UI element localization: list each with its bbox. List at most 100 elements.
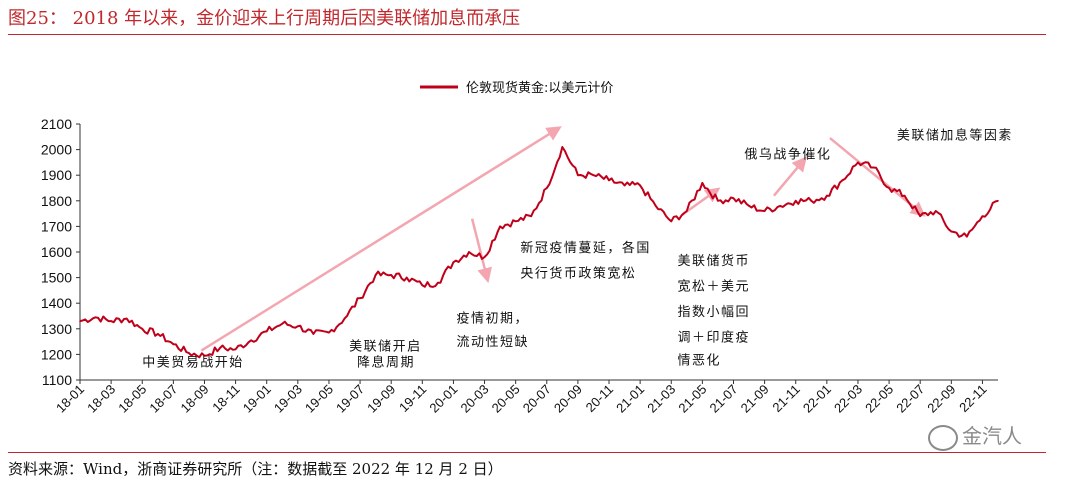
x-tick-label: 21-07 xyxy=(706,382,740,416)
annotation-text: 情恶化 xyxy=(677,354,721,369)
data-point xyxy=(141,328,144,330)
watermark: 金汽人 xyxy=(928,420,1022,451)
annotation-text: 流动性短缺 xyxy=(457,335,530,350)
data-point xyxy=(654,205,657,207)
data-point xyxy=(203,354,206,357)
data-point xyxy=(374,274,377,276)
y-tick-label: 1800 xyxy=(41,193,72,209)
data-point xyxy=(950,230,953,233)
data-point xyxy=(328,331,330,334)
data-point xyxy=(94,316,97,319)
x-tick-label: 20-07 xyxy=(520,382,554,416)
x-tick-label: 18-09 xyxy=(177,382,211,416)
annotation-text: 指数小幅回 xyxy=(677,305,750,320)
x-tick-label: 19-01 xyxy=(240,382,274,416)
x-tick-label: 21-05 xyxy=(675,382,709,416)
x-tick-label: 22-01 xyxy=(800,382,834,416)
data-point xyxy=(390,274,392,276)
x-tick-label: 20-05 xyxy=(489,382,523,416)
x-tick-label: 22-03 xyxy=(831,382,865,416)
data-point xyxy=(359,297,361,299)
watermark-text: 金汽人 xyxy=(962,424,1022,448)
legend-label: 伦敦现货黄金:以美元计价 xyxy=(466,80,613,96)
y-tick-label: 1100 xyxy=(42,372,72,388)
y-tick-label: 1700 xyxy=(41,218,72,234)
wechat-icon xyxy=(928,424,958,451)
annotation-text: 疫情初期， xyxy=(457,310,530,326)
series-line xyxy=(79,146,999,359)
data-point xyxy=(281,322,284,325)
data-point xyxy=(732,197,735,200)
annotation-text: 降息周期 xyxy=(357,354,415,370)
data-point xyxy=(592,174,595,176)
data-point xyxy=(79,320,81,322)
annotation-text: 美联储货币 xyxy=(677,253,750,269)
data-point xyxy=(405,276,408,279)
x-tick-label: 19-03 xyxy=(271,382,305,416)
data-point xyxy=(110,320,112,322)
y-tick-label: 1900 xyxy=(41,167,72,183)
y-tick-label: 1200 xyxy=(41,346,72,362)
figure-title: 图25： 2018 年以来，金价迎来上行周期后因美联储加息而承压 xyxy=(8,8,521,29)
title-divider xyxy=(8,34,1046,35)
data-point xyxy=(483,256,486,258)
data-point xyxy=(421,284,424,287)
data-point xyxy=(172,343,175,345)
x-tick-label: 20-01 xyxy=(426,382,460,416)
source-note: 资料来源：Wind，浙商证券研究所（注：数据截至 2022 年 12 月 2 日… xyxy=(8,460,503,478)
x-tick-label: 19-05 xyxy=(302,382,336,416)
y-tick-label: 1500 xyxy=(41,270,72,286)
annotation-text: 调＋印度疫 xyxy=(677,330,750,346)
x-tick-label: 21-11 xyxy=(769,382,802,415)
data-point xyxy=(188,352,190,354)
y-tick-label: 1300 xyxy=(41,321,72,337)
data-point xyxy=(312,333,315,335)
data-point xyxy=(748,205,750,207)
x-tick-label: 20-11 xyxy=(583,382,616,415)
annotation-text: 央行货币政策宽松 xyxy=(520,266,636,282)
data-point xyxy=(468,251,470,253)
data-point xyxy=(219,347,221,349)
x-tick-label: 18-07 xyxy=(146,382,180,416)
data-point xyxy=(343,317,346,320)
trend-arrow xyxy=(200,126,562,352)
x-tick-label: 22-05 xyxy=(862,382,896,416)
data-point xyxy=(577,174,579,176)
data-point xyxy=(608,179,610,182)
x-tick-label: 20-09 xyxy=(551,382,585,416)
x-tick-label: 18-03 xyxy=(84,382,118,416)
data-point xyxy=(826,194,828,197)
data-point xyxy=(670,220,673,223)
annotation-text: 美联储加息等因素 xyxy=(897,127,1013,143)
data-point xyxy=(125,317,128,320)
annotation-text: 俄乌战争催化 xyxy=(744,147,831,163)
data-point xyxy=(934,210,937,212)
annotation-text: 中美贸易战开始 xyxy=(142,355,244,370)
data-point xyxy=(639,184,641,187)
x-tick-label: 22-11 xyxy=(956,382,989,415)
data-point xyxy=(919,215,922,217)
data-point xyxy=(514,220,517,223)
data-point xyxy=(872,166,875,169)
data-point xyxy=(857,161,859,164)
data-point xyxy=(997,200,999,202)
data-point xyxy=(841,179,844,182)
x-tick-label: 19-07 xyxy=(333,382,367,416)
trend-arrow xyxy=(772,156,807,197)
y-tick-label: 1600 xyxy=(41,244,72,260)
annotation-text: 宽松＋美元 xyxy=(677,278,750,294)
trend-arrow xyxy=(470,218,492,284)
y-tick-label: 1400 xyxy=(41,295,72,311)
annotation-text: 美联储开启 xyxy=(349,340,422,355)
annotation-text: 新冠疫情蔓延，各国 xyxy=(520,240,651,256)
data-point xyxy=(701,182,704,184)
data-point xyxy=(623,184,626,187)
chart-legend: 伦敦现货黄金:以美元计价 xyxy=(420,80,613,96)
data-point xyxy=(763,210,766,212)
data-point xyxy=(250,339,252,342)
x-tick-label: 22-07 xyxy=(893,382,927,416)
source-divider xyxy=(8,452,1046,453)
data-point xyxy=(779,205,781,207)
